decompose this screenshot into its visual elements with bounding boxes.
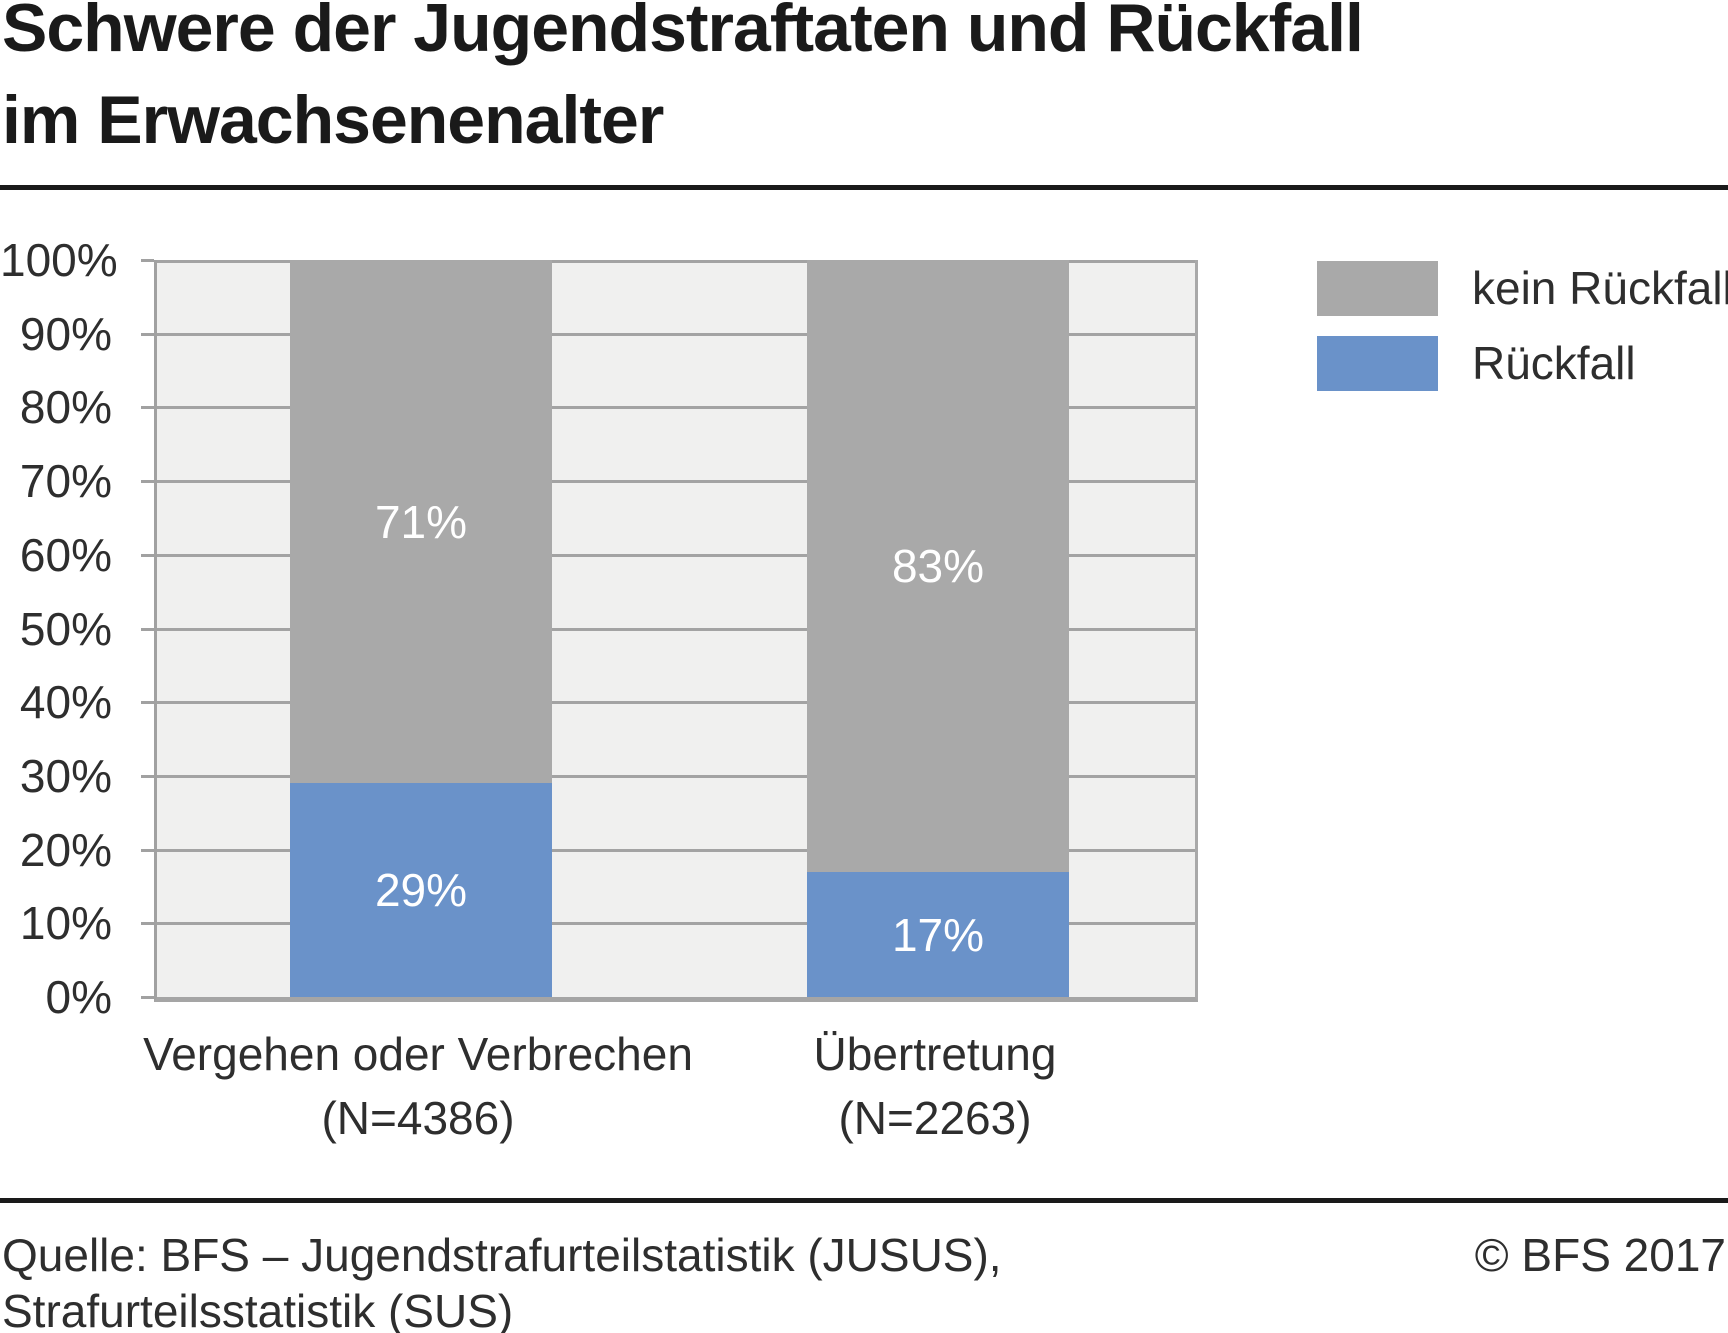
x-axis-label-note: (N=4386) xyxy=(321,1092,515,1144)
gridline xyxy=(157,554,1195,557)
y-axis-tick xyxy=(141,554,154,557)
bar-value-label: 71% xyxy=(374,495,468,548)
gridline xyxy=(157,260,1195,263)
bar-value-label: 29% xyxy=(374,864,468,916)
gridline xyxy=(157,628,1195,631)
x-axis-label: Vergehen oder Verbrechen (N=4386) xyxy=(143,1022,693,1150)
y-axis-tick-label: 40% xyxy=(19,676,112,728)
gridline xyxy=(157,775,1195,778)
bar: 83% 17% xyxy=(807,260,1069,997)
y-axis-tick-label: 0% xyxy=(45,971,112,1023)
y-axis-tick xyxy=(141,996,154,999)
page-title-line2: im Erwachsenenalter xyxy=(2,82,664,158)
plot-area: 71% 29% 83% 17% xyxy=(154,260,1198,1002)
bar-segment-rueckfall: 29% xyxy=(290,783,552,997)
y-axis-tick-label: 90% xyxy=(19,308,112,360)
gridline xyxy=(157,849,1195,852)
y-axis-tick-label: 30% xyxy=(19,750,112,802)
bar-segment-rueckfall: 17% xyxy=(807,872,1069,997)
x-axis-label: Übertretung (N=2263) xyxy=(814,1022,1057,1150)
legend-label: kein Rückfall xyxy=(1472,262,1728,314)
y-axis-tick xyxy=(141,849,154,852)
gridline xyxy=(157,480,1195,483)
legend-label: Rückfall xyxy=(1472,337,1636,389)
title-divider xyxy=(0,185,1728,190)
page-title-line1: Schwere der Jugendstraftaten und Rückfal… xyxy=(2,0,1364,66)
y-axis-tick-label: 100% xyxy=(0,234,118,286)
y-axis-tick-label: 10% xyxy=(19,897,112,949)
legend-item: kein Rückfall xyxy=(1317,261,1728,316)
bar-segment-kein-rueckfall: 83% xyxy=(807,260,1069,872)
footer-divider xyxy=(0,1198,1728,1203)
legend-swatch xyxy=(1317,336,1438,391)
y-axis-tick xyxy=(141,701,154,704)
source-note-line1: Quelle: BFS – Jugendstrafurteilstatistik… xyxy=(2,1229,1002,1281)
y-axis-tick-label: 20% xyxy=(19,824,112,876)
legend-item: Rückfall xyxy=(1317,336,1728,391)
gridline xyxy=(157,922,1195,925)
y-axis-tick xyxy=(141,333,154,336)
copyright: © BFS 2017 xyxy=(1474,1229,1726,1281)
y-axis-tick xyxy=(141,775,154,778)
y-axis-tick xyxy=(141,480,154,483)
source-note-line2: Strafurteilsstatistik (SUS) xyxy=(2,1285,514,1333)
y-axis-tick-label: 60% xyxy=(19,529,112,581)
bar-segment-kein-rueckfall: 71% xyxy=(290,260,552,783)
legend-swatch xyxy=(1317,261,1438,316)
y-axis-tick xyxy=(141,406,154,409)
bar-value-label: 17% xyxy=(891,908,985,961)
gridline xyxy=(157,406,1195,409)
gridline xyxy=(157,333,1195,336)
y-axis-tick-label: 70% xyxy=(19,455,112,507)
bar-value-label: 83% xyxy=(891,540,985,592)
gridline xyxy=(157,701,1195,704)
y-axis-tick xyxy=(141,628,154,631)
source-note: Quelle: BFS – Jugendstrafurteilstatistik… xyxy=(2,1227,1002,1333)
y-axis-tick xyxy=(141,922,154,925)
bar: 71% 29% xyxy=(290,260,552,997)
y-axis-tick xyxy=(141,259,154,262)
y-axis-tick-label: 80% xyxy=(19,381,112,433)
page-title: Schwere der Jugendstraftaten und Rückfal… xyxy=(2,0,1364,166)
x-axis-label-category: Übertretung xyxy=(813,1028,1057,1080)
y-axis-tick-label: 50% xyxy=(19,603,112,655)
legend: kein Rückfall Rückfall xyxy=(1317,261,1728,411)
x-axis-label-category: Vergehen oder Verbrechen xyxy=(143,1028,693,1080)
x-axis-label-note: (N=2263) xyxy=(838,1092,1032,1144)
